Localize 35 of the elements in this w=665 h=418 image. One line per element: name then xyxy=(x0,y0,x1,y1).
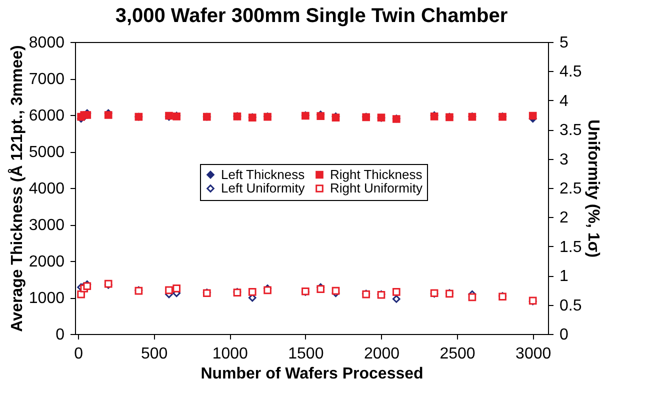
y-tick-label: 7000 xyxy=(28,71,65,88)
y2-tick-label: 4.5 xyxy=(560,64,582,81)
y2-axis-title: Uniformity (%, 1σ) xyxy=(584,119,602,258)
y2-tick-label: 2 xyxy=(560,210,568,227)
legend-label: Right Thickness xyxy=(330,166,423,182)
y2-tick-label: 0.5 xyxy=(560,297,582,314)
y-tick-label: 1000 xyxy=(28,290,65,307)
legend-label: Left Thickness xyxy=(221,166,306,182)
y-tick-label: 8000 xyxy=(28,34,65,52)
legend-label: Left Uniformity xyxy=(221,180,306,196)
y2-tick-label: 0 xyxy=(560,326,568,344)
y-axis-title: Average Thickness (Å 121pt., 3mmee) xyxy=(6,45,26,332)
y2-tick-label: 3.5 xyxy=(560,122,582,140)
x-tick-label: 2000 xyxy=(364,346,400,362)
y2-tick-label: 3 xyxy=(560,151,568,168)
y-tick-label: 0 xyxy=(56,326,65,344)
y2-tick-label: 2.5 xyxy=(560,180,582,198)
x-tick-label: 1000 xyxy=(212,346,248,362)
x-tick-label: 500 xyxy=(140,346,168,362)
y-tick-label: 2000 xyxy=(28,254,65,270)
x-tick-label: 3000 xyxy=(516,346,552,362)
y-tick-label: 6000 xyxy=(28,108,65,124)
y-tick-label: 5000 xyxy=(28,144,65,161)
y-tick-label: 4000 xyxy=(28,180,65,198)
y2-tick-label: 4 xyxy=(560,92,568,110)
x-tick-label: 1500 xyxy=(288,346,324,362)
x-tick-label: 2500 xyxy=(440,346,476,362)
chart-title: 3,000 Wafer 300mm Single Twin Chamber xyxy=(115,5,508,27)
x-tick-label: 0 xyxy=(74,346,84,362)
y2-tick-label: 5 xyxy=(560,34,568,52)
x-axis-title: Number of Wafers Processed xyxy=(200,366,424,382)
y2-tick-label: 1.5 xyxy=(560,238,582,256)
y2-tick-label: 1 xyxy=(560,268,568,286)
y-tick-label: 3000 xyxy=(28,217,65,234)
legend-label: Right Uniformity xyxy=(330,180,423,196)
